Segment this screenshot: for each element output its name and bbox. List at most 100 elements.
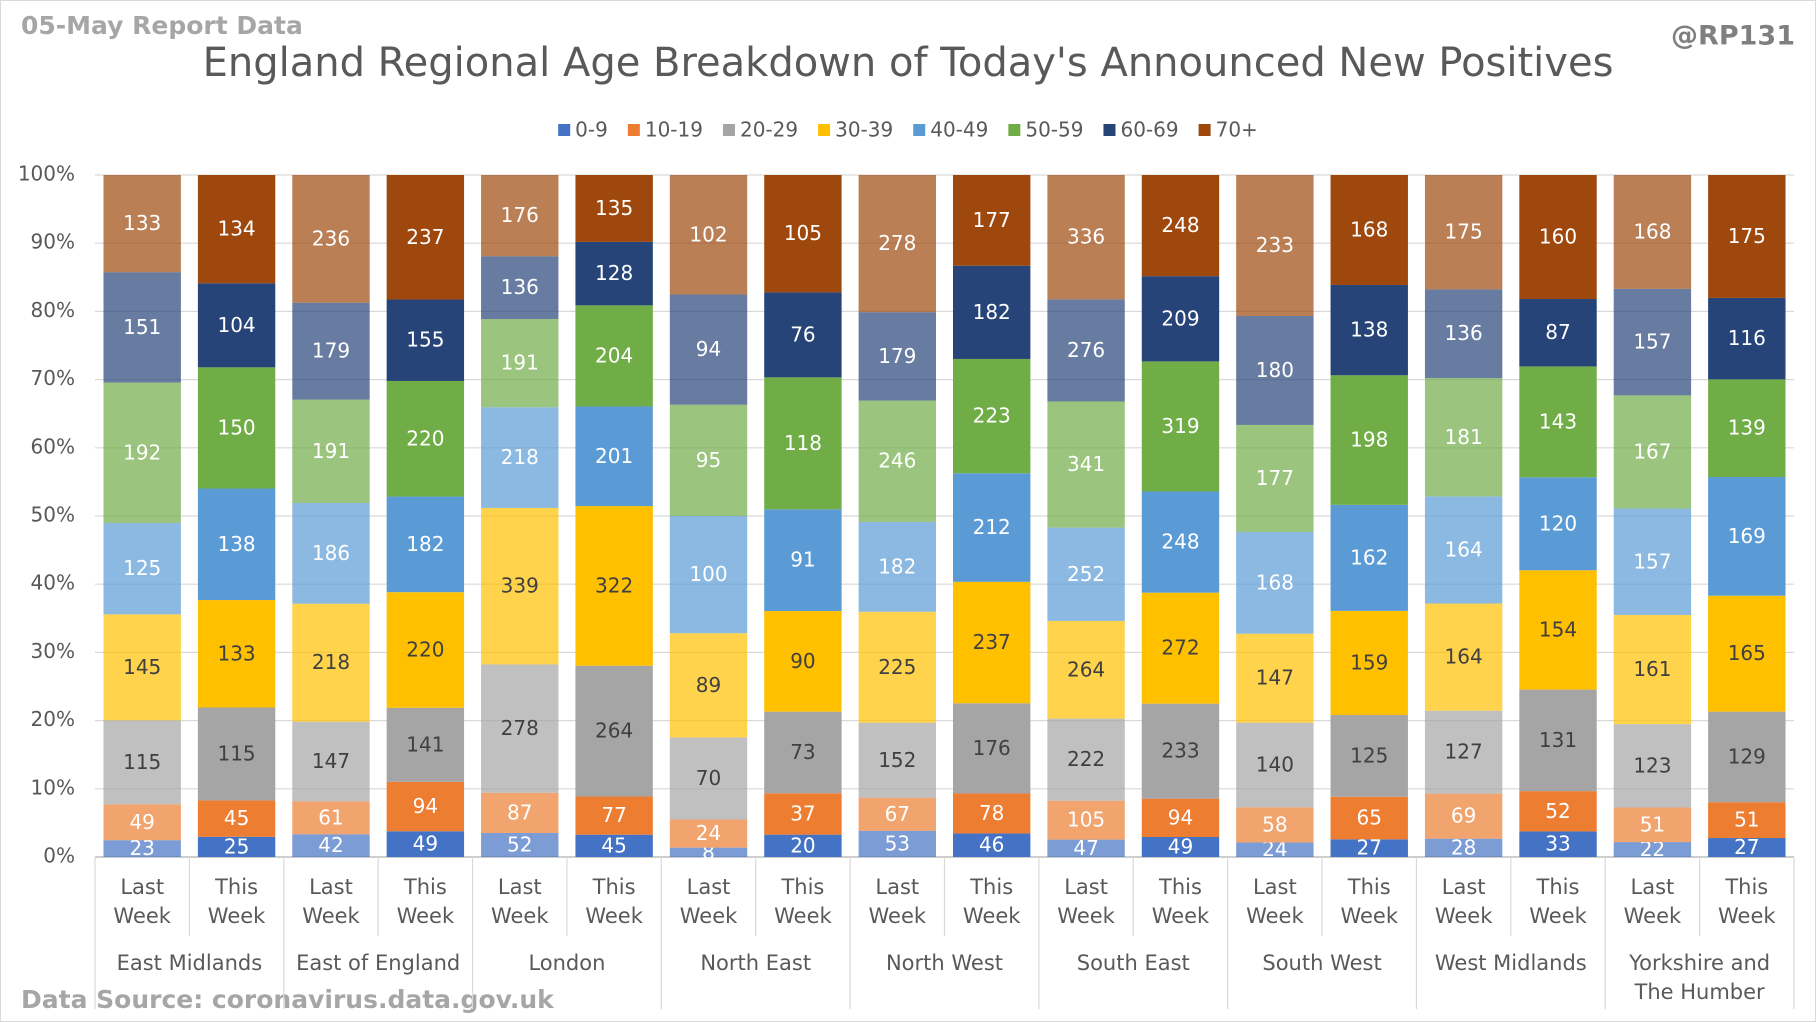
bar-segment <box>1236 842 1314 857</box>
data-label: 248 <box>1161 530 1199 554</box>
bar-segment <box>1236 722 1314 808</box>
bar-segment <box>1330 375 1408 505</box>
bar-segment <box>481 407 559 508</box>
bar-segment <box>386 299 465 381</box>
data-label: 65 <box>1357 806 1382 830</box>
data-label: 155 <box>406 328 444 352</box>
bar-segment <box>1708 838 1786 857</box>
bar-segment <box>575 796 653 835</box>
data-label: 58 <box>1262 812 1287 836</box>
bar-segment <box>858 830 937 857</box>
bar-segment <box>1424 289 1503 379</box>
data-label: 161 <box>1633 657 1671 681</box>
bar-segment <box>1613 842 1692 857</box>
data-label: 95 <box>696 448 721 472</box>
data-label: 237 <box>406 225 444 249</box>
legend-swatch <box>558 124 571 136</box>
data-label: 276 <box>1067 338 1105 362</box>
data-label: 104 <box>217 313 255 337</box>
data-label: 237 <box>973 630 1011 654</box>
data-label: 73 <box>790 740 815 764</box>
data-label: 49 <box>413 832 438 856</box>
bar-segment <box>764 175 842 293</box>
bar-segment <box>952 265 1031 359</box>
data-label: 225 <box>878 655 916 679</box>
bar-segment <box>669 516 748 634</box>
bar-segment <box>1708 711 1786 803</box>
group-label: London <box>528 951 606 975</box>
bar-segment <box>764 711 842 794</box>
bar-segment <box>103 840 181 857</box>
bar-segment <box>386 781 465 832</box>
bar-segment <box>386 380 465 497</box>
y-tick-label: 20% <box>31 707 75 731</box>
data-label: 100 <box>689 562 727 586</box>
legend-label: 0-9 <box>575 118 608 142</box>
bar-segment <box>575 506 653 666</box>
data-label: 186 <box>312 541 350 565</box>
data-label: 264 <box>1067 657 1105 681</box>
group-label: West Midlands <box>1434 951 1587 975</box>
bar-segment <box>1141 361 1220 492</box>
data-label: 177 <box>1256 466 1294 490</box>
y-tick-label: 50% <box>31 503 75 527</box>
x-tick-label: This Week <box>396 875 455 928</box>
bar-segment <box>1424 378 1503 497</box>
bar-segment <box>1708 297 1786 380</box>
source: Data Source: coronavirus.data.gov.uk <box>21 985 555 1014</box>
y-tick-label: 80% <box>31 298 75 322</box>
data-label: 278 <box>878 231 916 255</box>
bar-segment <box>1236 532 1314 634</box>
bar-segment <box>292 175 370 303</box>
data-label: 105 <box>784 221 822 245</box>
x-tick-label: This Week <box>1151 875 1210 928</box>
x-tick-label: This Week <box>1718 875 1776 928</box>
bar-segment <box>1236 633 1314 723</box>
bar-segment <box>1613 395 1692 509</box>
data-label: 177 <box>973 208 1011 232</box>
data-label: 246 <box>878 449 916 473</box>
bar-segment <box>669 633 748 738</box>
x-tick-label: Last Week <box>490 875 549 928</box>
bar-segment <box>1613 724 1692 808</box>
x-tick-label: This Week <box>962 875 1021 928</box>
data-label: 94 <box>1168 805 1193 829</box>
bar-segment <box>575 175 653 242</box>
data-label: 168 <box>1350 217 1388 241</box>
data-label: 125 <box>1350 743 1388 767</box>
data-label: 165 <box>1728 641 1766 665</box>
data-label: 94 <box>696 337 721 361</box>
data-label: 169 <box>1728 524 1766 548</box>
bar-segment <box>292 399 370 504</box>
data-label: 67 <box>885 802 910 826</box>
group-label: North East <box>700 951 812 975</box>
data-label: 180 <box>1256 358 1294 382</box>
bar-segment <box>764 834 842 857</box>
data-label: 212 <box>973 515 1011 539</box>
data-label: 125 <box>123 556 161 580</box>
y-tick-label: 40% <box>31 571 75 595</box>
bar-segment <box>103 272 181 383</box>
bar-segment <box>858 521 937 612</box>
bar-segment <box>669 294 748 405</box>
bar-segment <box>858 722 937 798</box>
data-label: 24 <box>696 821 721 845</box>
bar-segment <box>103 175 181 273</box>
data-label: 61 <box>318 805 343 829</box>
x-tick-label: This Week <box>1340 875 1399 928</box>
y-tick-label: 0% <box>43 844 75 868</box>
data-label: 133 <box>123 211 161 235</box>
data-label: 76 <box>790 322 815 346</box>
bar-segment <box>1708 175 1786 298</box>
y-tick-label: 60% <box>31 434 75 458</box>
bar-segment <box>481 507 559 665</box>
bar-segment <box>764 292 842 378</box>
data-label: 339 <box>501 574 539 598</box>
bar-segment <box>292 302 370 400</box>
data-label: 218 <box>501 445 539 469</box>
data-label: 198 <box>1350 428 1388 452</box>
legend-label: 20-29 <box>740 118 798 142</box>
data-label: 248 <box>1161 213 1199 237</box>
bar-segment <box>103 382 181 523</box>
data-label: 201 <box>595 444 633 468</box>
